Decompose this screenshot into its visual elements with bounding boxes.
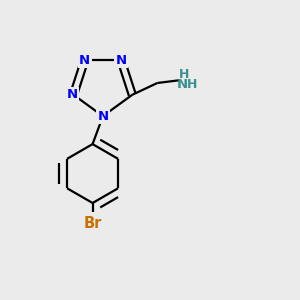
Text: N: N [177, 78, 188, 91]
Text: H: H [178, 68, 189, 81]
Text: Br: Br [83, 216, 102, 231]
Text: N: N [97, 110, 109, 123]
Text: N: N [67, 88, 78, 101]
Text: N: N [116, 54, 127, 67]
Text: N: N [79, 54, 90, 67]
Text: H: H [187, 78, 197, 91]
